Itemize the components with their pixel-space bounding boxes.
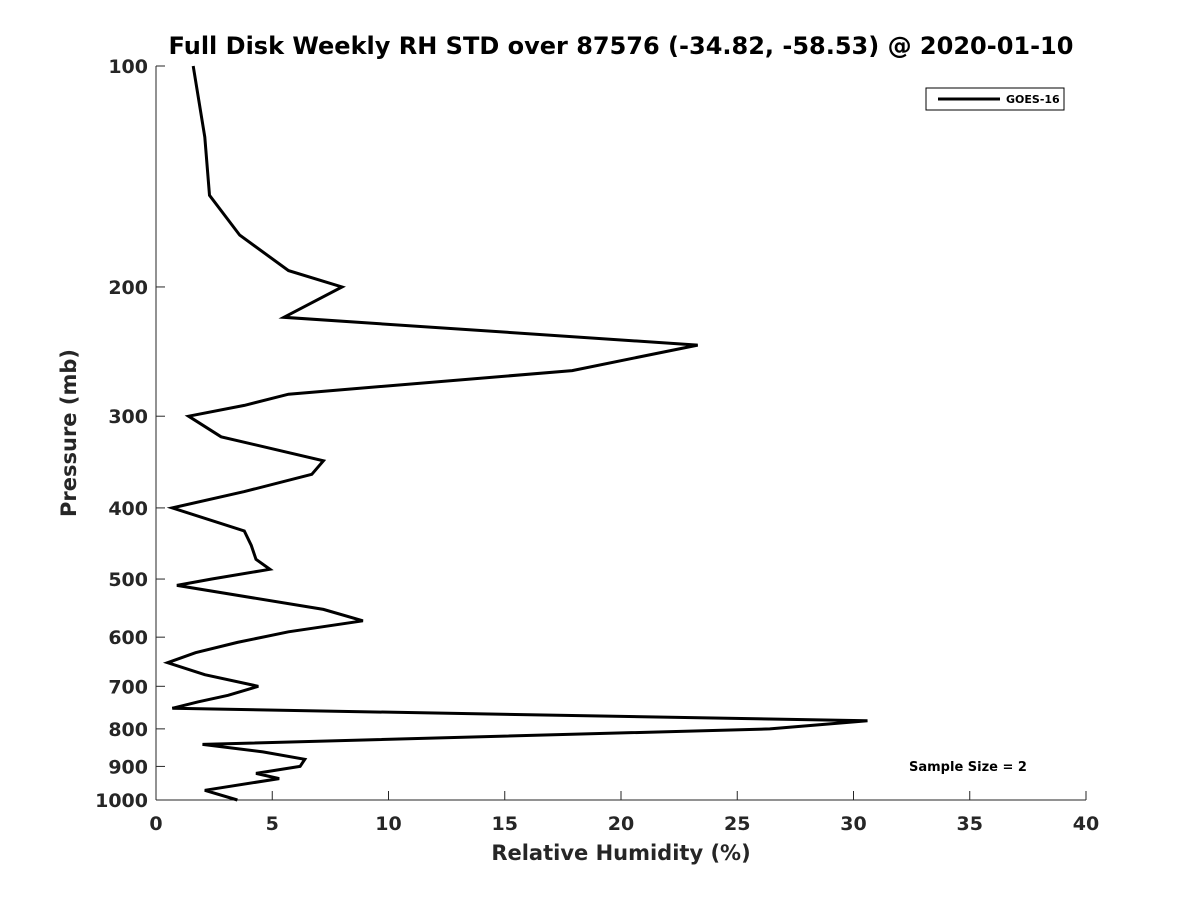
y-tick-label: 200 <box>108 277 148 299</box>
y-tick-label: 800 <box>108 719 148 741</box>
sample-size-annotation: Sample Size = 2 <box>909 760 1027 775</box>
legend: GOES-16 <box>925 87 1065 111</box>
series-line-goes-16 <box>162 65 868 802</box>
y-axis-label: Pressure (mb) <box>57 349 81 517</box>
x-tick-label: 35 <box>957 813 983 835</box>
y-tick-label: 1000 <box>95 790 148 812</box>
x-axis-label: Relative Humidity (%) <box>491 841 750 865</box>
y-tick-label: 700 <box>108 676 148 698</box>
y-tick-label: 300 <box>108 406 148 428</box>
y-tick-label: 400 <box>108 498 148 520</box>
x-tick-label: 30 <box>840 813 866 835</box>
x-ticks: 0 5 10 15 20 25 30 35 40 <box>149 791 1099 835</box>
x-tick-label: 25 <box>724 813 750 835</box>
y-tick-label: 500 <box>108 569 148 591</box>
y-tick-label: 100 <box>108 56 148 78</box>
x-tick-label: 5 <box>266 813 279 835</box>
x-tick-label: 10 <box>375 813 401 835</box>
series-layer <box>162 65 868 802</box>
y-ticks: 100 200 300 400 500 600 700 800 900 1000 <box>95 56 165 812</box>
x-tick-label: 15 <box>492 813 518 835</box>
legend-label: GOES-16 <box>1006 93 1060 106</box>
x-tick-label: 40 <box>1073 813 1099 835</box>
plot-axes <box>155 66 1086 801</box>
y-tick-label: 600 <box>108 627 148 649</box>
y-tick-label: 900 <box>108 756 148 778</box>
chart-title: Full Disk Weekly RH STD over 87576 (-34.… <box>169 32 1074 60</box>
x-tick-label: 0 <box>149 813 162 835</box>
x-tick-label: 20 <box>608 813 634 835</box>
